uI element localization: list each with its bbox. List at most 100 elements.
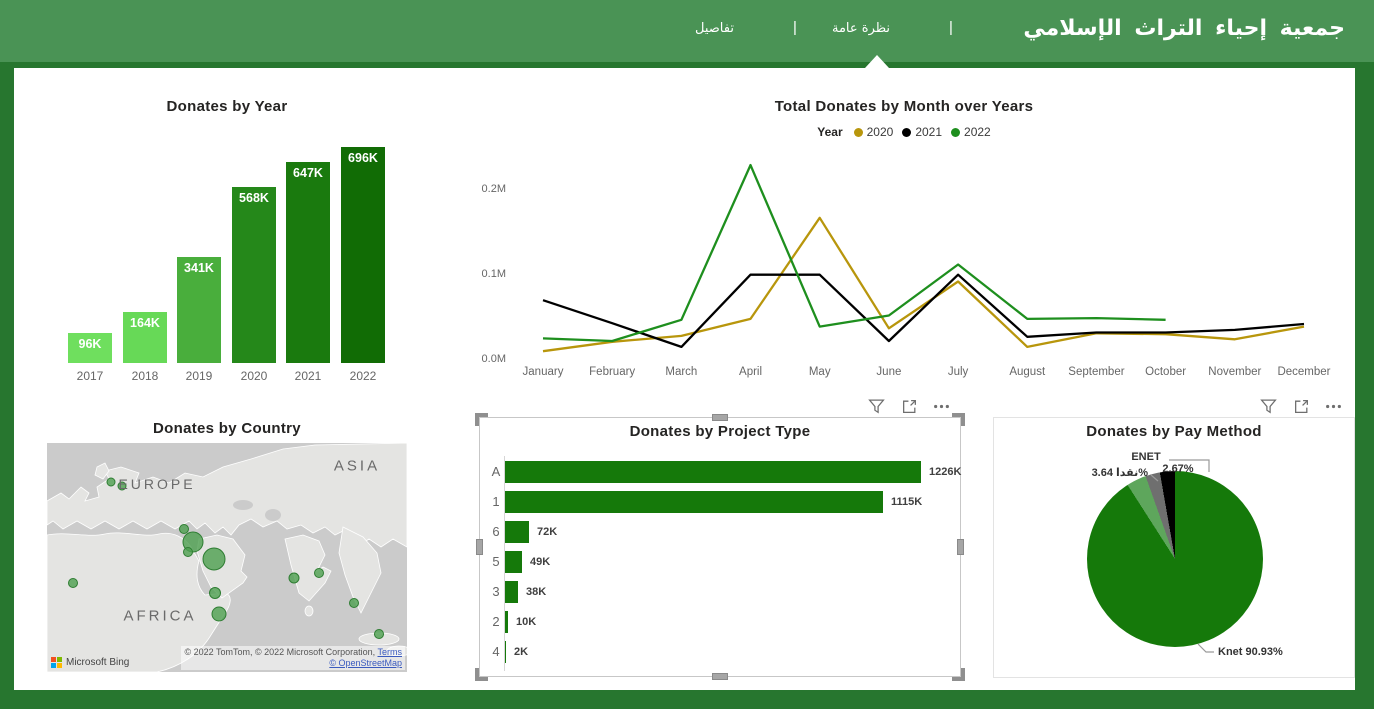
tab-details[interactable]: تفاصيل (695, 21, 734, 36)
project-bar-1[interactable] (505, 491, 883, 513)
project-bar-2[interactable] (505, 611, 508, 633)
x-axis-label-august: August (1009, 366, 1046, 378)
filter-icon[interactable] (868, 398, 885, 415)
line-series-2021[interactable] (542, 273, 1305, 349)
focus-mode-icon[interactable] (901, 398, 918, 415)
visual-toolbar (868, 397, 950, 415)
project-cat-1: 1 (492, 494, 500, 509)
project-value-label: 1115K (891, 496, 923, 508)
filter-icon[interactable] (1260, 398, 1277, 415)
project-cat-6: 6 (492, 524, 500, 539)
selection-handle[interactable] (475, 668, 488, 681)
year-bar-2017[interactable]: 96K (68, 333, 112, 363)
map-bubble-0[interactable] (106, 477, 116, 487)
pay-method-visual: Donates by Pay Method ENET 2.67% نقدا 3.… (993, 417, 1355, 678)
project-bar-6[interactable] (505, 521, 529, 543)
map-label-asia: ASIA (333, 457, 381, 475)
project-bar-3[interactable] (505, 581, 518, 603)
map-label-africa: AFRICA (123, 607, 197, 625)
more-options-icon[interactable] (1325, 398, 1342, 415)
map-bubble-2[interactable] (179, 524, 189, 534)
selection-handle[interactable] (712, 673, 728, 680)
year-bar-2018[interactable]: 164K (123, 312, 167, 363)
x-axis-label-july: July (948, 366, 969, 378)
pie-label-knet: Knet 90.93% (1218, 646, 1283, 658)
bar-value-label: 647K (293, 166, 323, 180)
map-bubble-7[interactable] (209, 587, 221, 599)
map-bubble-1[interactable] (117, 481, 127, 491)
map-bubble-8[interactable] (211, 606, 227, 622)
map-bubble-12[interactable] (374, 629, 384, 639)
map-landmass (47, 443, 407, 672)
project-value-label: 10K (516, 616, 537, 628)
tab-overview[interactable]: نظرة عامة (832, 21, 891, 36)
project-value-label: 72K (537, 526, 558, 538)
line-chart-legend: Year 2020 2021 2022 (674, 123, 1134, 141)
x-axis-label-2020: 2020 (240, 369, 268, 383)
project-value-label: 38K (526, 586, 547, 598)
report-canvas: Donates by Year 96K 2017 164K 2018 341K 2019 5… (14, 68, 1355, 690)
year-bar-chart: 96K 2017 164K 2018 341K 2019 568K 2020 647K 2021 6… (68, 147, 399, 383)
year-bar-2019[interactable]: 341K (177, 257, 221, 363)
x-axis-label-2017: 2017 (76, 369, 104, 383)
year-bar-2021[interactable]: 647K (286, 162, 330, 363)
year-bar-2022[interactable]: 696K (341, 147, 385, 363)
x-axis-label-2019: 2019 (185, 369, 213, 383)
project-cat-A: A (491, 464, 501, 479)
selection-handle[interactable] (957, 539, 964, 555)
y-axis-tick: 0.1M (482, 268, 506, 280)
pie-chart[interactable] (1087, 471, 1263, 647)
more-options-icon[interactable] (933, 398, 950, 415)
line-chart-title: Total Donates by Month over Years (774, 98, 1034, 115)
nav-separator: | (793, 19, 797, 36)
bar-value-label: 164K (130, 316, 160, 330)
pie-label-cash: نقدا 3.64% (1091, 467, 1148, 479)
map-bubble-5[interactable] (202, 547, 226, 571)
focus-mode-icon[interactable] (1293, 398, 1310, 415)
selection-handle[interactable] (712, 414, 728, 421)
project-bar-A[interactable] (505, 461, 921, 483)
x-axis-label-september: September (1068, 366, 1124, 378)
map-bubble-10[interactable] (314, 568, 324, 578)
project-value-label: 2K (514, 646, 529, 658)
map-bubble-11[interactable] (349, 598, 359, 608)
legend-item-2021[interactable]: 2021 (902, 125, 942, 139)
selection-handle[interactable] (476, 539, 483, 555)
x-axis-label-2021: 2021 (294, 369, 322, 383)
line-series-2022[interactable] (542, 163, 1166, 343)
legend-item-2022[interactable]: 2022 (951, 125, 991, 139)
map-osm-link[interactable]: © OpenStreetMap (329, 658, 402, 668)
selection-handle[interactable] (952, 413, 965, 426)
line-series-2020[interactable] (542, 216, 1305, 353)
selection-handle[interactable] (475, 413, 488, 426)
map-bubble-9[interactable] (288, 572, 300, 584)
selection-handle[interactable] (952, 668, 965, 681)
x-axis-label-february: February (589, 366, 635, 378)
project-cat-4: 4 (492, 644, 500, 659)
year-bar-2020[interactable]: 568K (232, 187, 276, 363)
map-bubble-4[interactable] (183, 547, 193, 557)
map-terms-link[interactable]: Terms (377, 647, 403, 657)
pie-label-enet: ENET (1131, 451, 1161, 463)
report-title: جمعية إحياء التراث الإسلامي (1023, 16, 1345, 41)
pie-label-enet-pct: 2.67% (1162, 463, 1194, 475)
country-map[interactable]: EUROPE ASIA AFRICA © 2022 TomTom, © 2022… (47, 443, 407, 672)
year-chart-title: Donates by Year (166, 98, 288, 115)
x-axis-label-2022: 2022 (349, 369, 377, 383)
line-chart: 0.0M 0.1M 0.2M January February March April May… (482, 163, 1331, 378)
project-cat-2: 2 (492, 614, 500, 629)
project-bar-4[interactable] (505, 641, 506, 663)
x-axis-label-october: October (1145, 366, 1186, 378)
map-attribution: © 2022 TomTom, © 2022 Microsoft Corporat… (181, 646, 405, 670)
legend-title: Year (817, 125, 843, 139)
project-bar-5[interactable] (505, 551, 522, 573)
x-axis-label-january: January (523, 366, 564, 378)
x-axis-label-march: March (665, 366, 697, 378)
bar-value-label: 568K (239, 191, 269, 205)
map-bubble-6[interactable] (68, 578, 78, 588)
bar-value-label: 341K (184, 261, 214, 275)
legend-dot (951, 127, 961, 137)
project-type-visual[interactable]: Donates by Project Type A 1226K 1 1115K 6 72K… (475, 413, 965, 681)
legend-item-2020[interactable]: 2020 (853, 125, 893, 139)
